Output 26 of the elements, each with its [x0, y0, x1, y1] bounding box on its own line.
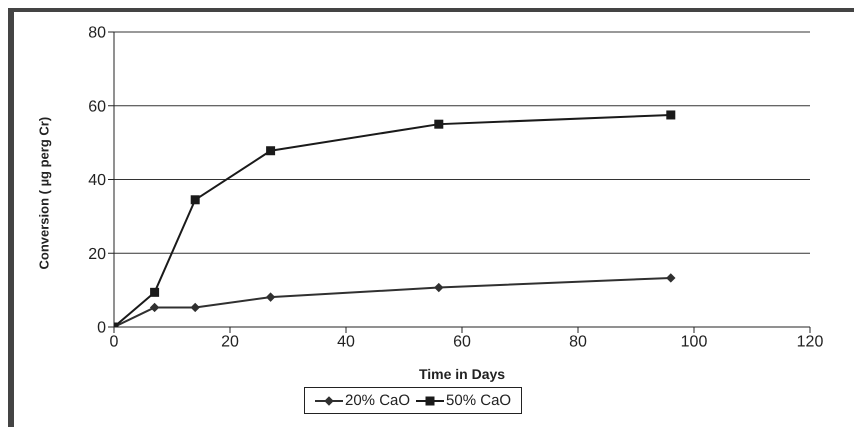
x-tick-label: 100 — [680, 333, 708, 350]
legend-label: 20% CaO — [345, 392, 410, 409]
point — [434, 283, 444, 292]
point — [266, 292, 276, 302]
point — [150, 302, 160, 312]
y-axis-title: Conversion ( µg perg Cr) — [36, 116, 52, 270]
y-tick-label: 60 — [88, 98, 106, 116]
point — [190, 302, 200, 312]
y-tick-label: 20 — [88, 246, 106, 263]
point — [266, 146, 276, 156]
point — [434, 120, 444, 129]
point — [150, 288, 160, 297]
x-tick-label: 80 — [569, 333, 587, 350]
point — [666, 110, 676, 120]
legend-label: 50% CaO — [446, 392, 512, 409]
x-axis-title: Time in Days — [418, 366, 506, 382]
x-tick-label: 40 — [337, 333, 355, 350]
x-tick-label: 120 — [796, 333, 824, 350]
x-tick-label: 0 — [110, 333, 119, 350]
y-tick-label: 40 — [88, 172, 106, 190]
x-tick-label: 60 — [453, 333, 471, 350]
x-tick-label: 20 — [221, 333, 239, 350]
point — [190, 195, 200, 204]
point — [666, 273, 676, 282]
y-tick-label: 80 — [88, 24, 106, 42]
y-tick-label: 0 — [97, 320, 106, 337]
